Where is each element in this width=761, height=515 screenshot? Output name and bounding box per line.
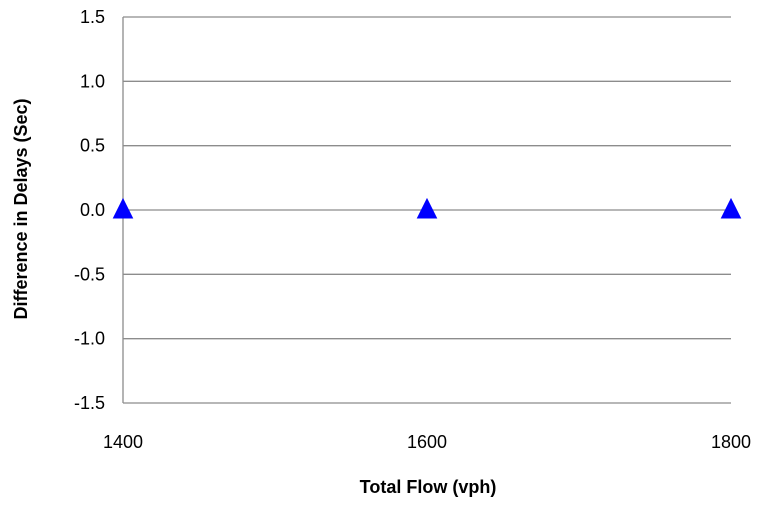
- data-markers: [112, 197, 742, 219]
- y-tick-label: 1.5: [80, 7, 105, 27]
- x-tick-label: 1800: [711, 432, 751, 452]
- x-axis-title: Total Flow (vph): [360, 477, 497, 497]
- y-tick-label: 0.5: [80, 136, 105, 156]
- y-tick-label: -1.0: [74, 329, 105, 349]
- y-axis-title: Difference in Delays (Sec): [11, 98, 31, 319]
- y-tick-label: 0.0: [80, 200, 105, 220]
- data-point-triangle: [416, 197, 438, 219]
- gridlines: [123, 16, 731, 404]
- x-tick-labels: 1400 1600 1800: [103, 432, 751, 452]
- x-tick-label: 1600: [407, 432, 447, 452]
- y-tick-label: -0.5: [74, 264, 105, 284]
- data-point-triangle: [112, 197, 134, 219]
- x-tick-label: 1400: [103, 432, 143, 452]
- y-tick-label: -1.5: [74, 393, 105, 413]
- data-point-triangle: [720, 197, 742, 219]
- y-tick-labels: 1.5 1.0 0.5 0.0 -0.5 -1.0 -1.5: [74, 7, 105, 413]
- y-tick-label: 1.0: [80, 71, 105, 91]
